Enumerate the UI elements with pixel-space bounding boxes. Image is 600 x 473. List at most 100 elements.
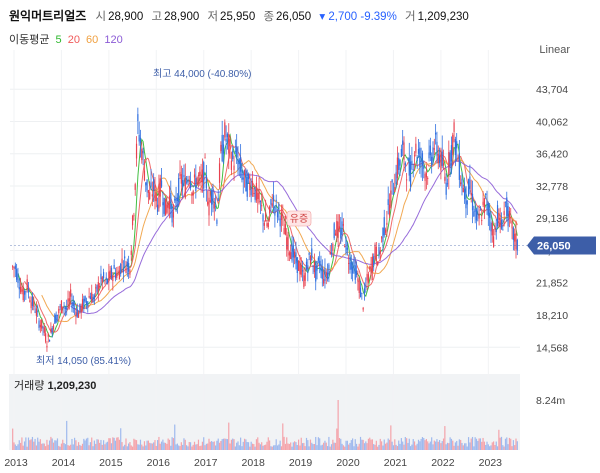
ma-20[interactable]: 20 xyxy=(67,34,80,46)
candle-body xyxy=(77,312,80,318)
ma-120[interactable]: 120 xyxy=(104,34,123,46)
candle-body xyxy=(262,214,264,222)
event-marker[interactable]: 유증 xyxy=(290,213,308,225)
volume-bar xyxy=(22,445,24,450)
volume-bar xyxy=(258,442,260,450)
volume-bar xyxy=(378,444,380,450)
volume-bar xyxy=(296,444,298,450)
volume-bar xyxy=(390,425,392,450)
stock-name: 원익머트리얼즈 xyxy=(9,9,87,23)
candle-body xyxy=(200,177,202,183)
candle-body xyxy=(411,160,413,165)
candle-body xyxy=(511,220,513,229)
volume-bar xyxy=(482,437,484,450)
close-value: 26,050 xyxy=(276,11,312,23)
volume-bar xyxy=(213,441,215,450)
candle-body xyxy=(238,159,240,165)
volume-bar xyxy=(357,446,359,450)
candle-body xyxy=(353,259,355,267)
candle-body xyxy=(323,279,325,284)
candle-body xyxy=(379,250,381,254)
candle-body xyxy=(131,215,134,226)
candle-body xyxy=(48,339,51,342)
volume-bar xyxy=(222,438,225,450)
candle-body xyxy=(27,289,30,293)
volume-bar xyxy=(353,446,355,450)
volume-bar xyxy=(162,439,164,450)
volume-bar xyxy=(74,437,76,450)
volume-bar xyxy=(417,439,420,450)
candle-body xyxy=(291,243,293,261)
ma-60[interactable]: 60 xyxy=(86,34,99,46)
candle-body xyxy=(96,285,98,292)
volume-bar xyxy=(234,446,236,450)
volume-bar xyxy=(311,442,313,450)
candle-body xyxy=(162,202,164,206)
volume-bar xyxy=(453,445,455,450)
candle-body xyxy=(143,170,146,181)
x-tick-label: 2021 xyxy=(384,457,408,469)
volume-bar xyxy=(104,444,106,450)
candle-body xyxy=(325,273,327,276)
candle-body xyxy=(329,251,331,255)
candle-body xyxy=(137,114,139,122)
volume-bar xyxy=(425,439,428,450)
candle-body xyxy=(441,151,443,166)
volume-bar xyxy=(276,445,279,450)
volume-bar xyxy=(170,445,172,450)
candle-body xyxy=(52,325,55,330)
volume-bar xyxy=(217,438,219,450)
volume-bar xyxy=(55,440,57,450)
candle-body xyxy=(116,272,118,278)
volume-bar xyxy=(355,443,358,450)
candle-body xyxy=(301,270,304,272)
scale-mode-toggle[interactable]: Linear xyxy=(539,44,570,56)
volume-bar xyxy=(87,437,89,450)
candle-body xyxy=(93,295,95,300)
moving-average-legend[interactable]: 이동평균 5 20 60 120 xyxy=(9,31,126,47)
candle-body xyxy=(320,263,322,272)
candle-body xyxy=(250,189,252,196)
volume-bar xyxy=(76,445,78,450)
x-tick-label: 2023 xyxy=(479,457,503,469)
volume-bar xyxy=(201,441,204,450)
candle-body xyxy=(495,229,497,233)
volume-bar xyxy=(346,440,348,450)
volume-bar xyxy=(512,440,514,450)
volume-bar xyxy=(295,442,297,450)
candle-body xyxy=(225,138,227,142)
volume-bar xyxy=(134,439,136,450)
volume-max-label: 8.24m xyxy=(536,395,565,407)
candle-body xyxy=(475,209,478,221)
candle-body xyxy=(503,211,505,215)
volume-bar xyxy=(226,439,229,450)
candle-body xyxy=(58,308,60,314)
candle-body xyxy=(292,245,294,258)
candle-body xyxy=(428,152,430,159)
volume-bar xyxy=(125,438,127,450)
volume-bar xyxy=(323,442,325,450)
volume-bar xyxy=(415,445,417,450)
ma-5[interactable]: 5 xyxy=(55,34,62,46)
candle-body xyxy=(205,174,207,189)
volume-bar xyxy=(178,445,180,450)
volume-bar xyxy=(179,446,181,450)
volume-bar xyxy=(187,446,189,450)
volume-bar xyxy=(68,445,70,450)
x-tick-label: 2020 xyxy=(336,457,360,469)
volume-bar xyxy=(301,443,304,450)
volume-bar xyxy=(21,437,23,450)
volume-bar xyxy=(52,442,55,450)
volume-bar xyxy=(292,442,294,450)
candle-body xyxy=(445,182,447,195)
x-tick-label: 2018 xyxy=(241,457,265,469)
candle-body xyxy=(30,302,32,309)
candle-body xyxy=(187,179,189,183)
candle-body xyxy=(45,333,47,342)
candle-body xyxy=(433,148,435,150)
volume-bar xyxy=(204,445,206,450)
candle-body xyxy=(313,262,316,273)
event-marker-box[interactable] xyxy=(286,210,312,227)
candle-body xyxy=(400,148,402,157)
